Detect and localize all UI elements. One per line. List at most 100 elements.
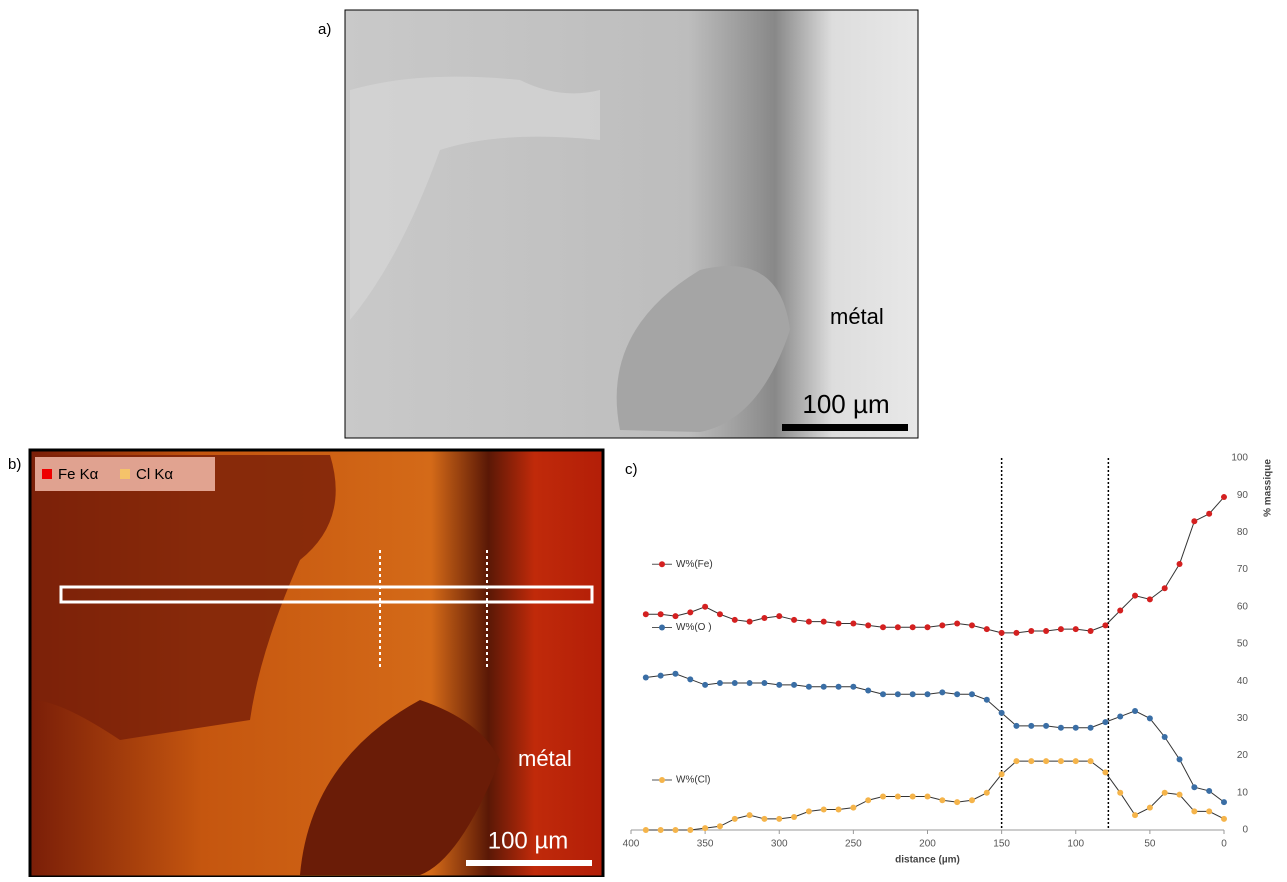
data-point	[805, 808, 812, 815]
data-point	[1206, 510, 1213, 517]
data-point	[968, 622, 975, 629]
y-tick-label: 30	[1237, 713, 1249, 724]
panel-b: b) Fe Kα Cl Kα métal 100 µm	[8, 448, 605, 879]
y-tick-label: 60	[1237, 601, 1249, 612]
data-point	[1191, 784, 1198, 791]
x-tick-label: 50	[1144, 839, 1156, 850]
data-point	[850, 804, 857, 811]
panel-label: a)	[318, 21, 331, 38]
data-point	[672, 827, 679, 833]
y-tick-label: 40	[1237, 676, 1249, 687]
data-point	[746, 618, 753, 625]
data-point	[642, 674, 649, 681]
series-line	[645, 673, 1225, 803]
data-point	[1043, 758, 1050, 765]
data-point	[1146, 804, 1153, 811]
data-point	[761, 815, 768, 822]
y-axis-label: % massique	[1263, 459, 1274, 517]
scale-bar	[466, 860, 592, 866]
data-point	[776, 815, 783, 822]
region	[350, 76, 600, 321]
data-point	[1146, 715, 1153, 722]
annotation: métal	[518, 746, 572, 771]
data-point	[1102, 719, 1109, 726]
panel-label: b)	[8, 456, 21, 473]
data-point	[687, 676, 694, 683]
data-point	[1221, 799, 1227, 806]
data-point	[1087, 724, 1094, 731]
data-point	[1028, 722, 1035, 729]
data-point	[1013, 722, 1020, 729]
data-point	[791, 813, 798, 820]
data-point	[791, 616, 798, 623]
y-tick-label: 80	[1237, 527, 1249, 538]
data-point	[761, 614, 768, 621]
data-point	[1161, 734, 1168, 740]
data-point	[983, 696, 990, 703]
data-point	[835, 806, 842, 813]
data-point	[1072, 724, 1079, 731]
data-point	[1117, 607, 1124, 614]
data-point	[880, 793, 887, 800]
data-point	[1176, 756, 1183, 763]
data-point	[657, 827, 664, 833]
x-tick-label: 100	[1067, 839, 1084, 850]
y-tick-label: 70	[1237, 564, 1249, 575]
data-point	[909, 691, 916, 698]
legend-marker	[659, 561, 665, 568]
data-point	[776, 613, 783, 620]
scale-label: 100 µm	[802, 389, 889, 419]
annotation: métal	[830, 304, 884, 329]
legend-swatch	[120, 469, 130, 479]
data-point	[1043, 722, 1050, 729]
data-point	[983, 789, 990, 796]
series-line	[645, 760, 1225, 831]
data-point	[1013, 758, 1020, 765]
data-point	[1161, 585, 1168, 592]
data-point	[865, 797, 872, 804]
data-point	[1132, 812, 1139, 819]
data-point	[1132, 707, 1139, 714]
x-tick-label: 150	[993, 839, 1010, 850]
legend-label: Cl Kα	[136, 466, 173, 483]
data-point	[1057, 758, 1064, 765]
data-point	[642, 827, 649, 833]
data-point	[924, 624, 931, 631]
data-point	[1176, 561, 1183, 568]
x-tick-label: 250	[845, 839, 862, 850]
data-point	[924, 793, 931, 800]
x-tick-label: 300	[771, 839, 788, 850]
x-tick-label: 0	[1221, 839, 1227, 850]
legend-marker	[659, 777, 665, 783]
x-axis-label: distance (µm)	[895, 855, 960, 866]
data-point	[761, 680, 768, 687]
data-point	[968, 691, 975, 698]
legend-marker	[659, 624, 665, 631]
data-point	[746, 812, 753, 819]
line-chart: 400 350 300 250 200 150 100 50 0 0 10 20 30 40 50 60 70 8…	[623, 453, 1274, 866]
legend-label: W%(Fe)	[676, 559, 713, 570]
data-point	[998, 709, 1005, 716]
data-point	[1087, 627, 1094, 634]
y-tick-label: 100	[1231, 453, 1248, 464]
data-point	[894, 624, 901, 631]
data-point	[998, 629, 1005, 636]
data-point	[1102, 622, 1109, 629]
data-point	[939, 622, 946, 629]
data-point	[1117, 713, 1124, 720]
data-point	[1087, 758, 1094, 765]
data-point	[702, 681, 709, 688]
data-point	[998, 771, 1005, 778]
data-point	[939, 689, 946, 696]
data-point	[791, 681, 798, 688]
data-point	[716, 823, 723, 830]
legend-swatch	[42, 469, 52, 479]
data-point	[687, 827, 694, 833]
data-point	[1057, 626, 1064, 633]
y-tick-label: 20	[1237, 750, 1249, 761]
data-point	[1013, 629, 1020, 636]
scale-bar	[782, 424, 908, 431]
region	[32, 455, 336, 740]
data-point	[1072, 626, 1079, 633]
